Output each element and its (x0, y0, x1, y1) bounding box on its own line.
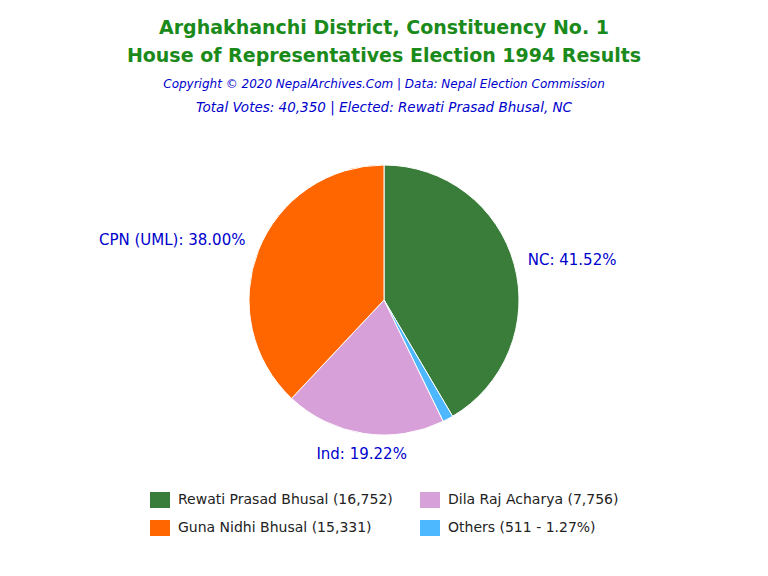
legend-swatch (150, 520, 170, 536)
subtitle: House of Representatives Election 1994 R… (127, 44, 641, 66)
title: Arghakhanchi District, Constituency No. … (159, 16, 609, 38)
legend-label: Guna Nidhi Bhusal (15,331) (178, 519, 372, 535)
legend: Rewati Prasad Bhusal (16,752) Guna Nidhi … (150, 491, 618, 536)
annotation: Total Votes: 40,350 | Elected: Rewati Pr… (196, 99, 573, 116)
pie-slice (249, 165, 384, 398)
data-label: CPN (UML): 38.00% (99, 231, 246, 249)
pie (249, 165, 519, 435)
data-labels: NC: 41.52% Ind: 19.22% CPN (UML): 38.00% (99, 231, 617, 462)
legend-label: Others (511 - 1.27%) (448, 519, 596, 535)
legend-swatch (420, 492, 440, 508)
data-label: Ind: 19.22% (316, 445, 406, 463)
legend-swatch (150, 492, 170, 508)
legend-swatch (420, 520, 440, 536)
legend-label: Rewati Prasad Bhusal (16,752) (178, 491, 393, 507)
chart: Arghakhanchi District, Constituency No. … (0, 0, 768, 576)
legend-label: Dila Raj Acharya (7,756) (448, 491, 618, 507)
annotation: Copyright © 2020 NepalArchives.Com | Dat… (163, 77, 605, 91)
data-label: NC: 41.52% (528, 251, 617, 269)
background (0, 0, 768, 576)
